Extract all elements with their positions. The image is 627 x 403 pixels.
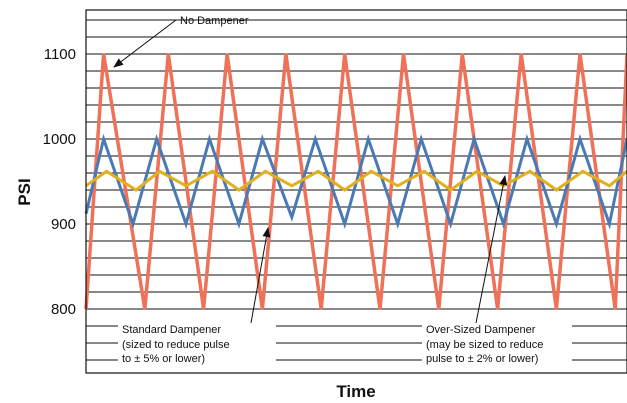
- plot-frame: [85, 9, 627, 374]
- annotations: No Dampener Standard Dampener (sized to …: [113, 15, 572, 366]
- annotation-standard-line-1: Standard Dampener: [122, 324, 221, 336]
- y-tick-label-1100: 1100: [44, 46, 76, 63]
- arrow-standard: [250, 227, 271, 324]
- annotation-no-dampener: No Dampener: [180, 15, 249, 27]
- arrow-oversized: [475, 175, 508, 324]
- annotation-oversized-line-1: Over-Sized Dampener: [426, 324, 536, 336]
- annotation-standard-line-3: to ± 5% or lower): [122, 353, 205, 365]
- annotation-oversized-line-2: (may be sized to reduce: [426, 339, 543, 351]
- y-axis-title: PSI: [15, 178, 34, 205]
- annotation-oversized-bg: [422, 320, 572, 366]
- series-line-2: [85, 169, 627, 192]
- series-layer: [84, 53, 627, 310]
- annotation-oversized-line-3: pulse to ± 2% or lower): [426, 353, 538, 365]
- x-axis-title: Time: [336, 382, 375, 401]
- y-tick-label-900: 900: [51, 216, 76, 233]
- y-tick-label-800: 800: [51, 301, 76, 318]
- series-line-0: [84, 53, 627, 310]
- y-tick-label-1000: 1000: [43, 131, 76, 148]
- annotation-standard-line-2: (sized to reduce pulse: [122, 339, 230, 351]
- arrow-no-dampener: [113, 19, 177, 68]
- y-axis-ticks: 800 900 1000 1100: [43, 46, 76, 318]
- annotation-standard-bg: [118, 320, 276, 366]
